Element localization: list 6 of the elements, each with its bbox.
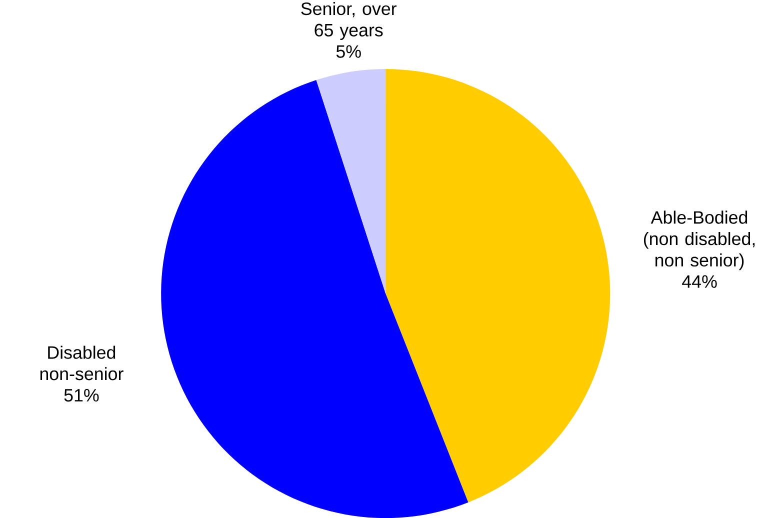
slice-label: Disabled non-senior: [40, 346, 124, 380]
slice-label: Senior, over 65 years: [301, 2, 397, 40]
data-label: 51%: [64, 388, 99, 402]
data-label: 5%: [336, 45, 361, 58]
slice-label: Able-Bodied (non disabled, non senior): [644, 210, 755, 270]
data-label: 44%: [682, 275, 717, 288]
